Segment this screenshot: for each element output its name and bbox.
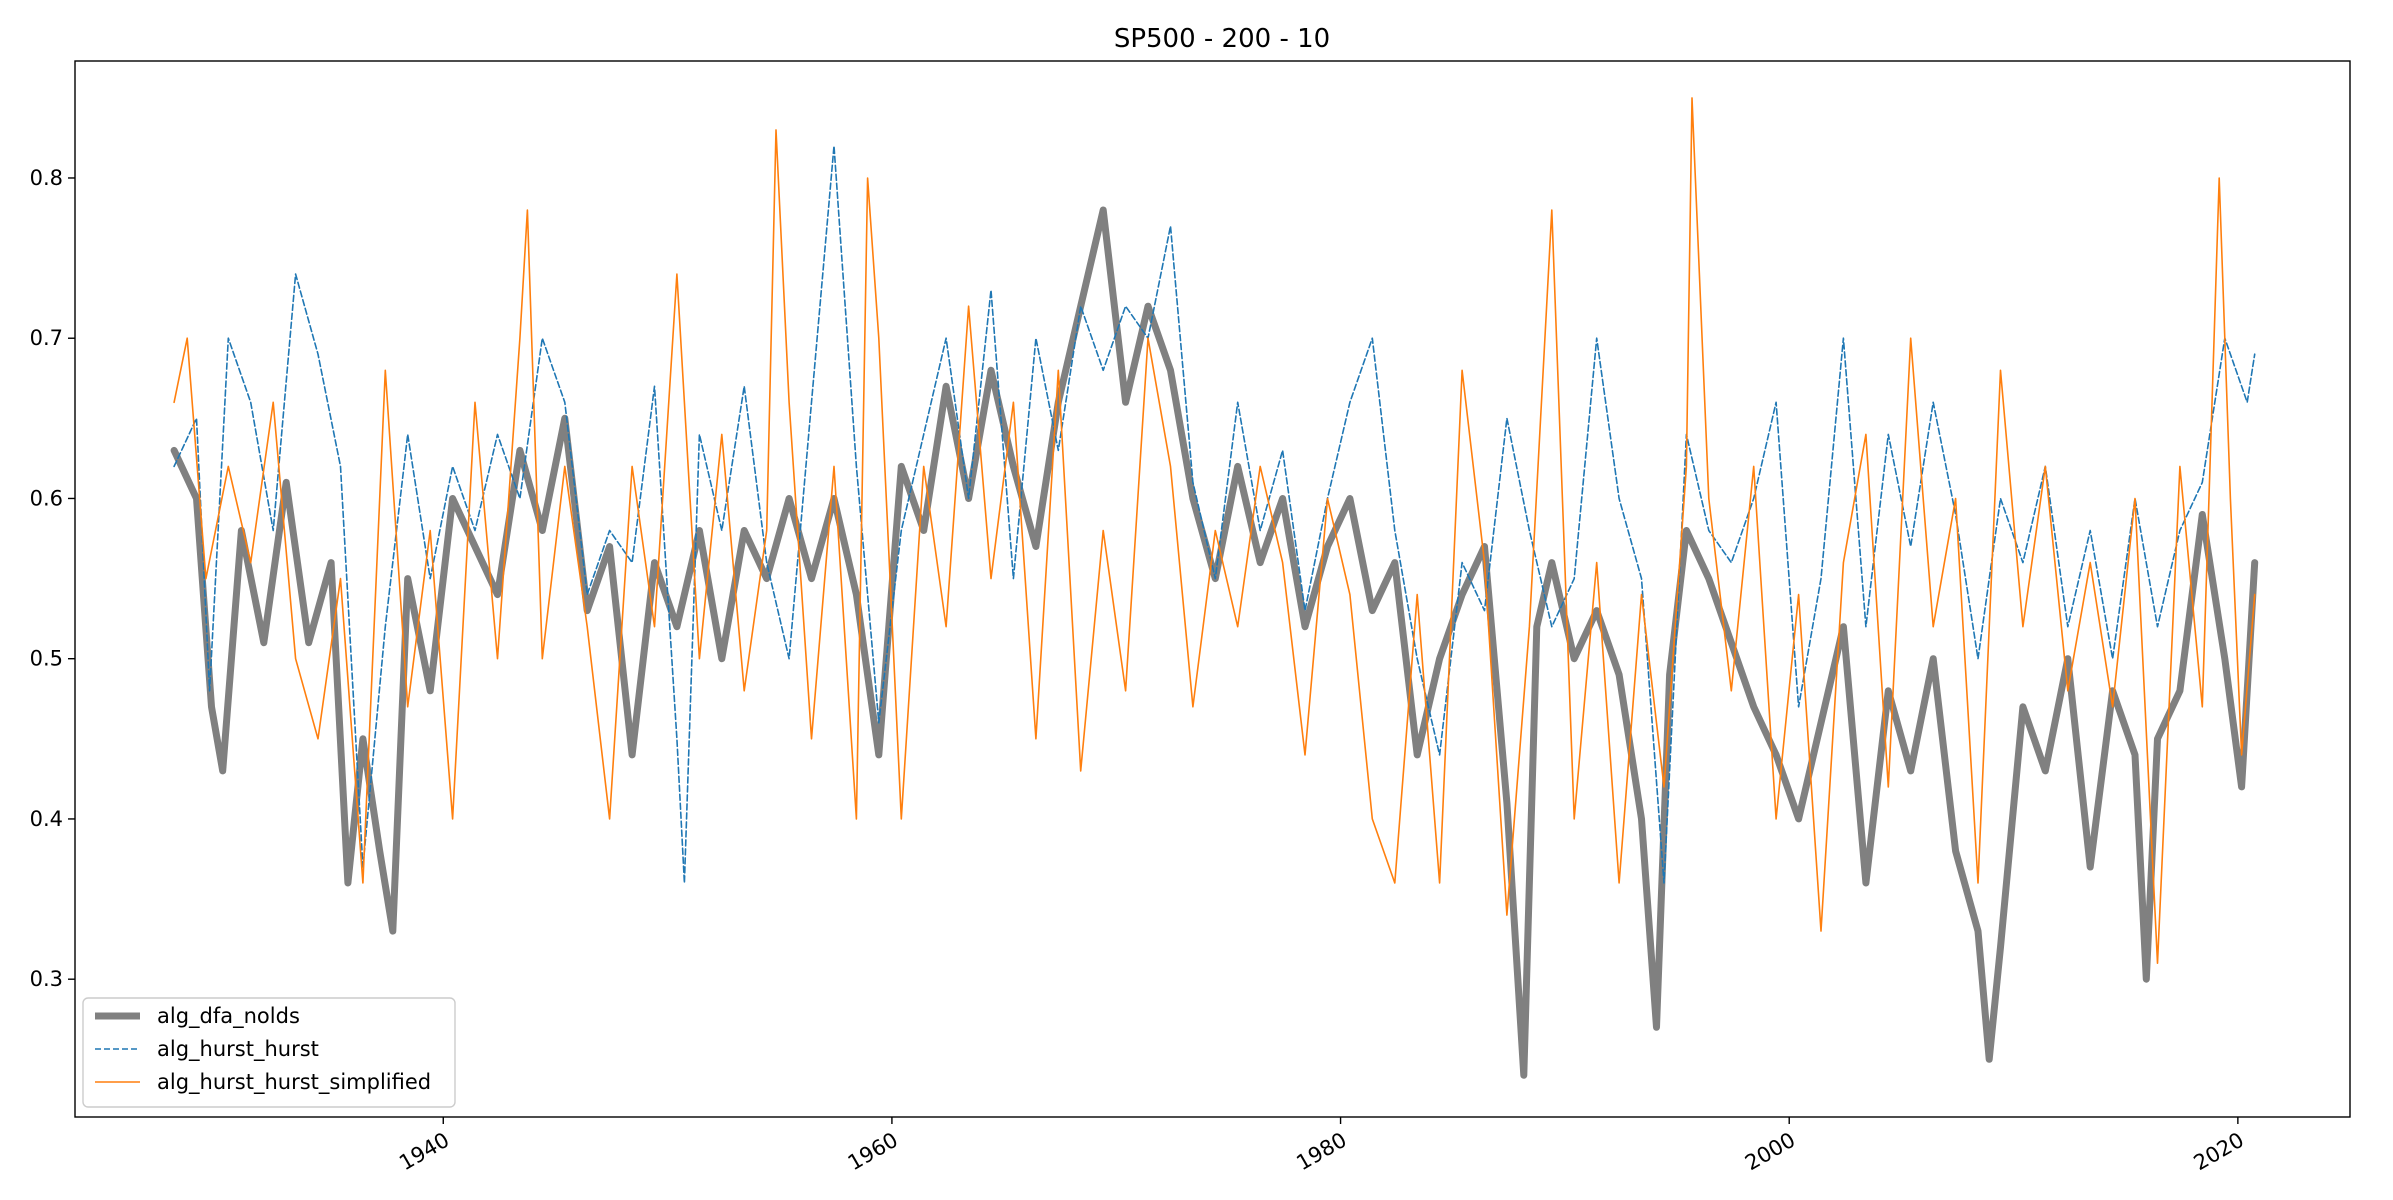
y-axis: 0.3 0.4 0.5 0.6 0.7 0.8: [30, 166, 75, 991]
series-layer: [170, 97, 2259, 1079]
legend: alg_dfa_nolds alg_hurst_hurst alg_hurst_hu…: [82, 997, 456, 1108]
y-tick-label: 0.3: [30, 967, 63, 991]
legend-box: [82, 997, 456, 1108]
y-tick-label: 0.6: [30, 486, 63, 510]
y-tick-label: 0.5: [30, 647, 63, 671]
legend-label: alg_hurst_hurst: [157, 1037, 319, 1062]
y-tick-label: 0.7: [30, 326, 63, 350]
plot-frame: [74, 60, 2351, 1118]
y-tick-label: 0.8: [30, 166, 63, 190]
y-tick-label: 0.4: [30, 807, 63, 831]
series-line-alg-hurst-hurst-simplified: [173, 97, 2256, 965]
legend-label: alg_hurst_hurst_simplified: [157, 1070, 431, 1095]
series-line-alg-hurst-hurst: [173, 145, 2256, 884]
legend-label: alg_dfa_nolds: [157, 1004, 300, 1029]
chart-title: SP500 - 200 - 10: [1114, 24, 1330, 54]
